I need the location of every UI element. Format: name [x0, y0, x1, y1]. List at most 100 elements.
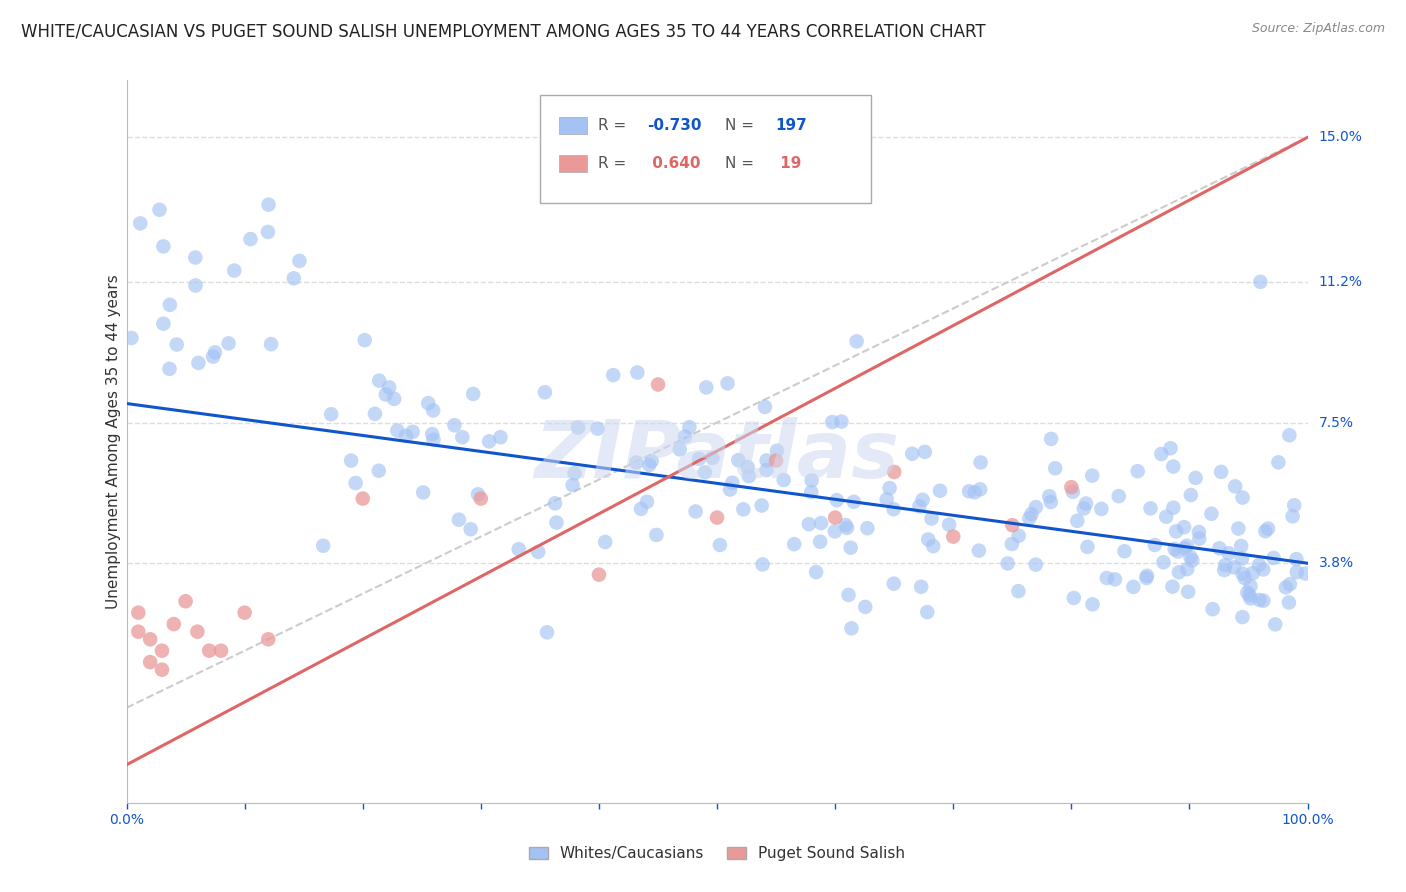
Point: [364, 407, 387, 421]
Point: [997, 557, 1019, 571]
Point: [626, 366, 648, 380]
Point: [808, 534, 831, 549]
Point: [824, 510, 846, 524]
Point: [908, 500, 931, 514]
Point: [546, 516, 568, 530]
Point: [1081, 468, 1104, 483]
Point: [422, 433, 444, 447]
Point: [257, 632, 280, 647]
Point: [626, 455, 648, 469]
Point: [152, 317, 174, 331]
Point: [159, 298, 181, 312]
Point: [922, 539, 945, 553]
Point: [1001, 518, 1024, 533]
Text: R =: R =: [598, 119, 631, 133]
Point: [588, 567, 610, 582]
Point: [460, 522, 482, 536]
Point: [1208, 541, 1230, 556]
Point: [839, 541, 862, 555]
Text: Source: ZipAtlas.com: Source: ZipAtlas.com: [1251, 22, 1385, 36]
Point: [1241, 566, 1264, 581]
Point: [754, 400, 776, 414]
Point: [1095, 571, 1118, 585]
Point: [239, 232, 262, 246]
Point: [163, 617, 186, 632]
Point: [1184, 471, 1206, 485]
Point: [751, 499, 773, 513]
Point: [1153, 555, 1175, 569]
Text: 0.640: 0.640: [647, 156, 700, 171]
Text: 197: 197: [775, 119, 807, 133]
Point: [1257, 522, 1279, 536]
Point: [1136, 569, 1159, 583]
Text: 11.2%: 11.2%: [1319, 275, 1362, 289]
Point: [1161, 500, 1184, 515]
Point: [467, 487, 489, 501]
Point: [508, 542, 530, 557]
Point: [567, 420, 589, 434]
Point: [204, 345, 226, 359]
Point: [883, 502, 905, 516]
Point: [1018, 511, 1040, 525]
Point: [152, 239, 174, 253]
Point: [283, 271, 305, 285]
Text: WHITE/CAUCASIAN VS PUGET SOUND SALISH UNEMPLOYMENT AMONG AGES 35 TO 44 YEARS COR: WHITE/CAUCASIAN VS PUGET SOUND SALISH UN…: [21, 22, 986, 40]
Point: [367, 464, 389, 478]
Text: 3.8%: 3.8%: [1319, 557, 1354, 570]
Point: [1180, 549, 1202, 564]
Point: [527, 545, 550, 559]
Point: [765, 453, 787, 467]
Point: [127, 606, 149, 620]
Point: [751, 558, 773, 572]
Point: [451, 430, 474, 444]
Point: [825, 493, 848, 508]
Point: [810, 516, 832, 530]
Point: [120, 331, 142, 345]
Point: [1154, 509, 1177, 524]
Point: [1008, 529, 1031, 543]
Point: [186, 624, 208, 639]
Point: [883, 576, 905, 591]
Y-axis label: Unemployment Among Ages 35 to 44 years: Unemployment Among Ages 35 to 44 years: [105, 274, 121, 609]
Point: [447, 513, 470, 527]
Point: [914, 445, 936, 459]
Point: [706, 510, 728, 524]
Point: [352, 491, 374, 506]
Point: [1122, 580, 1144, 594]
Point: [772, 473, 794, 487]
Point: [1239, 591, 1261, 606]
Point: [824, 524, 846, 539]
Point: [1232, 491, 1254, 505]
Point: [257, 225, 280, 239]
Point: [1181, 553, 1204, 567]
Point: [1090, 502, 1112, 516]
Text: N =: N =: [725, 156, 759, 171]
Point: [1211, 465, 1233, 479]
Point: [561, 478, 583, 492]
Point: [1284, 498, 1306, 512]
Point: [1249, 275, 1271, 289]
Point: [402, 425, 425, 439]
Point: [174, 594, 197, 608]
Point: [418, 396, 440, 410]
Point: [733, 502, 755, 516]
Point: [640, 454, 662, 468]
Point: [1073, 501, 1095, 516]
Point: [224, 263, 246, 277]
Point: [721, 475, 744, 490]
Point: [638, 458, 661, 472]
Point: [678, 420, 700, 434]
Point: [967, 543, 990, 558]
Point: [602, 368, 624, 383]
Point: [1126, 464, 1149, 478]
Point: [876, 492, 898, 507]
Point: [727, 453, 749, 467]
Point: [853, 599, 876, 614]
Point: [536, 625, 558, 640]
Point: [766, 443, 789, 458]
FancyBboxPatch shape: [540, 95, 870, 203]
Point: [921, 511, 943, 525]
Point: [1040, 432, 1063, 446]
Point: [709, 538, 731, 552]
Point: [755, 453, 778, 467]
